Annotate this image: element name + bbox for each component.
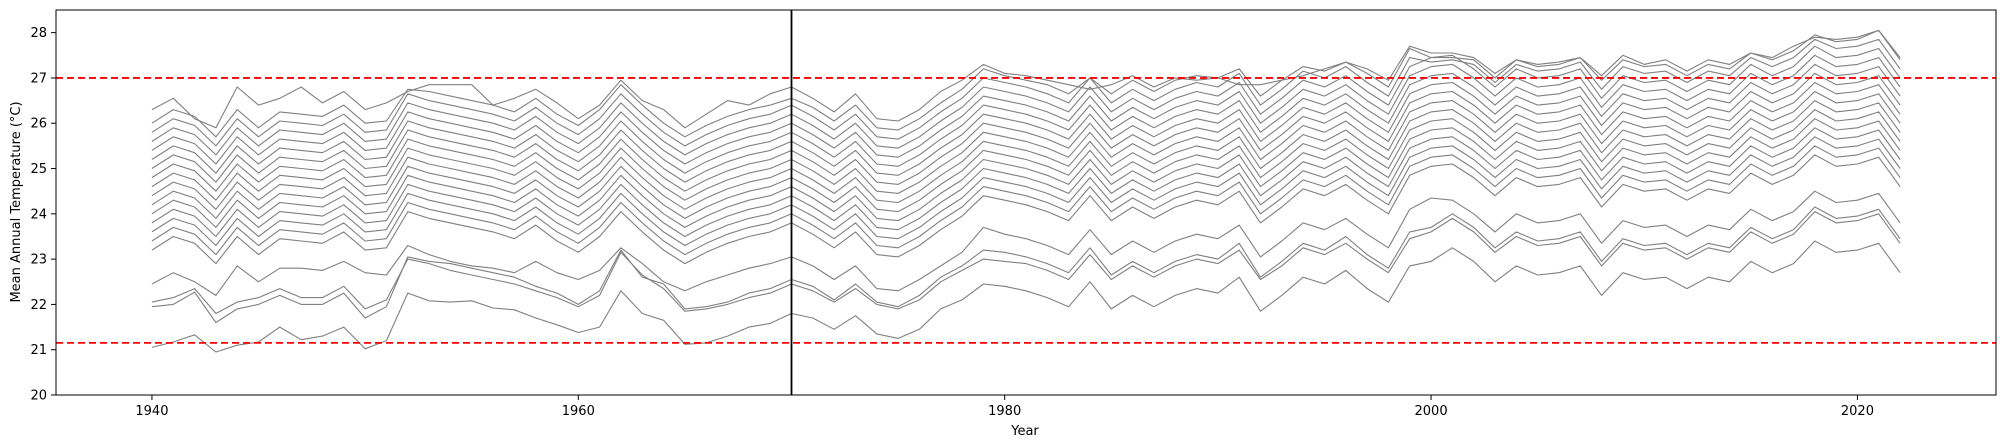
y-tick-label: 23 [30, 253, 47, 268]
series-line-11 [151, 100, 1901, 210]
y-tick-label: 20 [30, 389, 47, 404]
series-line-20 [151, 29, 1901, 129]
series-line-14 [151, 72, 1901, 183]
x-tick-label: 1980 [988, 404, 1021, 419]
series-line-2 [151, 206, 1901, 324]
x-tick-label: 2000 [1415, 404, 1448, 419]
series-line-6 [151, 145, 1901, 256]
series-line-7 [151, 136, 1901, 247]
series-line-15 [151, 63, 1901, 174]
y-axis-ticks: 20 21 22 23 24 25 26 27 28 [30, 26, 56, 404]
series-line-9 [151, 118, 1901, 228]
y-axis-label: Mean Annual Temperature (°C) [9, 101, 24, 302]
series-lines [151, 29, 1901, 353]
plot-frame [55, 9, 1997, 396]
series-line-19 [151, 29, 1901, 138]
series-line-3 [151, 211, 1901, 315]
x-tick-label: 2020 [1841, 404, 1874, 419]
x-axis-ticks: 1940 1960 1980 2000 2020 [135, 395, 1874, 419]
y-tick-label: 25 [30, 162, 47, 177]
reference-lines [56, 10, 1996, 395]
series-line-5 [151, 154, 1901, 265]
x-axis-label: Year [1010, 424, 1039, 439]
x-tick-label: 1940 [135, 404, 168, 419]
series-line-16 [151, 54, 1901, 165]
x-tick-label: 1960 [562, 404, 595, 419]
series-line-12 [151, 90, 1901, 201]
series-line-10 [151, 109, 1901, 219]
y-tick-label: 21 [30, 343, 47, 358]
series-line-18 [151, 38, 1901, 147]
y-tick-label: 28 [30, 26, 47, 41]
series-line-8 [151, 127, 1901, 238]
series-line-4 [151, 190, 1901, 296]
y-tick-label: 27 [30, 71, 47, 86]
y-tick-label: 26 [30, 117, 47, 132]
y-tick-label: 22 [30, 298, 47, 313]
series-line-1 [151, 240, 1901, 353]
series-line-13 [151, 81, 1901, 192]
y-tick-label: 24 [30, 207, 47, 222]
series-line-17 [151, 45, 1901, 156]
